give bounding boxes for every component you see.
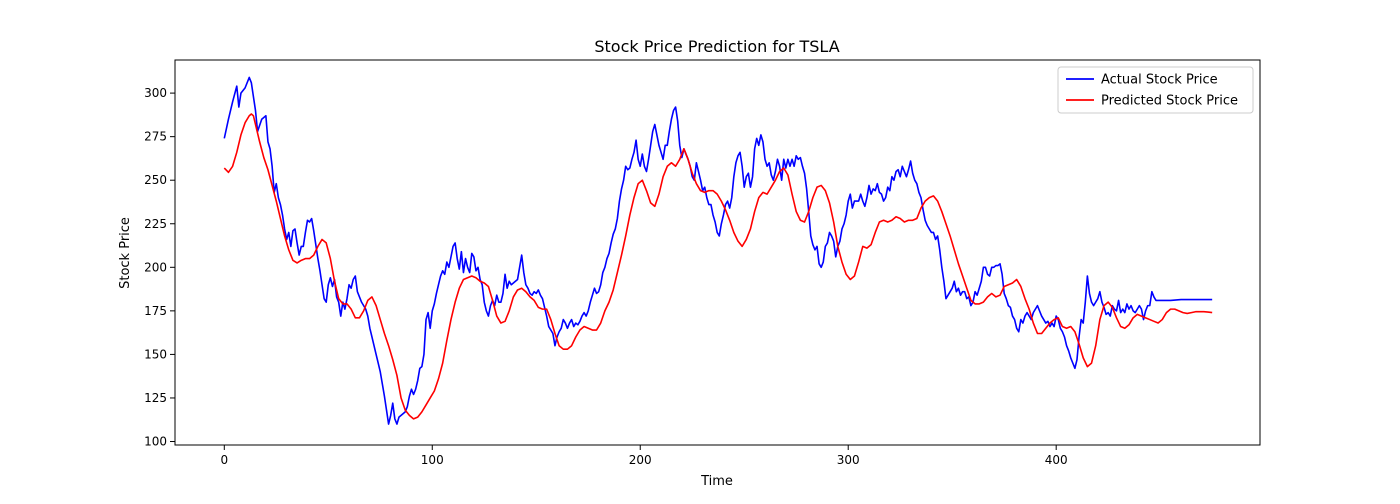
y-tick-label: 150 xyxy=(144,347,167,361)
y-axis: 100 125 150 175 200 225 250 275 300 xyxy=(144,86,175,449)
y-tick-label: 125 xyxy=(144,391,167,405)
series-line-predicted xyxy=(223,113,1213,420)
y-tick-label: 300 xyxy=(144,86,167,100)
x-tick-label: 100 xyxy=(421,453,444,467)
plot-frame xyxy=(174,59,1261,446)
chart-title: Stock Price Prediction for TSLA xyxy=(594,37,839,56)
y-tick-label: 200 xyxy=(144,260,167,274)
plot-area xyxy=(174,59,1261,446)
y-tick-label: 175 xyxy=(144,304,167,318)
x-axis-label: Time xyxy=(700,474,733,489)
y-axis-label: Stock Price xyxy=(118,217,133,289)
y-tick-label: 225 xyxy=(144,217,167,231)
y-tick-label: 100 xyxy=(144,435,167,449)
x-tick-label: 200 xyxy=(629,453,652,467)
x-tick-label: 300 xyxy=(837,453,860,467)
x-axis: 0 100 200 300 400 xyxy=(220,445,1068,467)
series-line-actual xyxy=(223,76,1213,425)
x-tick-label: 400 xyxy=(1045,453,1068,467)
x-tick-label: 0 xyxy=(220,453,228,467)
legend-label-predicted: Predicted Stock Price xyxy=(1101,94,1238,109)
legend: Actual Stock Price Predicted Stock Price xyxy=(1057,66,1254,114)
y-tick-label: 250 xyxy=(144,173,167,187)
legend-label-actual: Actual Stock Price xyxy=(1101,73,1218,88)
y-tick-label: 275 xyxy=(144,130,167,144)
legend-box xyxy=(1057,66,1254,114)
